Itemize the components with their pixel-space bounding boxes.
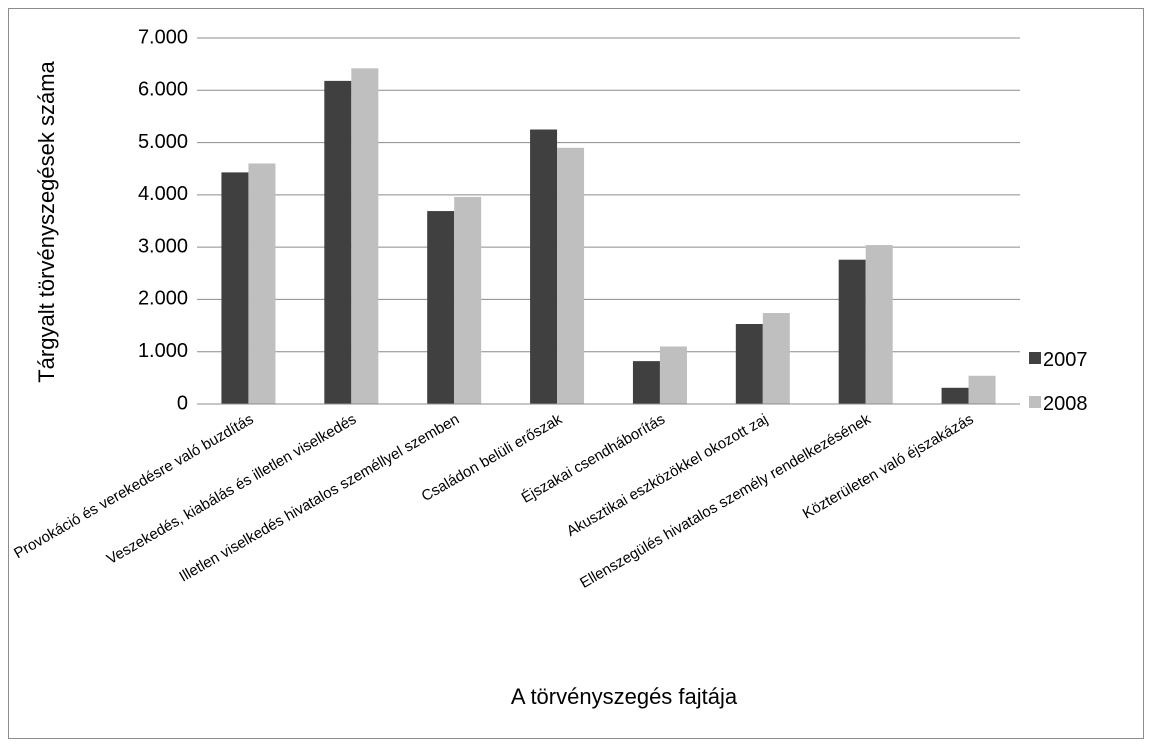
y-tick-label: 5.000	[138, 131, 188, 153]
bar-2008	[762, 313, 790, 404]
bar-2008	[968, 375, 996, 404]
bar-2007	[941, 387, 969, 404]
y-tick-label: 4.000	[138, 183, 188, 205]
bar-2008	[865, 245, 893, 404]
bar-2007	[427, 211, 455, 404]
y-axis-title: Tárgyalt törvényszegések száma	[34, 60, 59, 382]
legend-swatch-2007	[1029, 352, 1041, 364]
y-tick-label: 0	[177, 392, 188, 414]
y-tick-label: 7.000	[138, 26, 188, 48]
bar-2007	[221, 172, 249, 404]
y-tick-label: 1.000	[138, 340, 188, 362]
y-tick-labels: 0 1.000 2.000 3.000 4.000 5.000 6.000 7.000	[138, 26, 188, 414]
bar-2007	[324, 80, 352, 405]
bar-2008	[557, 147, 585, 405]
legend-swatch-2008	[1029, 396, 1041, 408]
bar-2008	[659, 346, 687, 404]
legend-label-2007: 2007	[1043, 349, 1088, 371]
bar-2007	[735, 324, 763, 404]
y-tick-label: 6.000	[138, 79, 188, 101]
bar-2008	[454, 196, 482, 404]
bar-2007	[632, 361, 660, 404]
bar-2008	[351, 68, 379, 404]
y-tick-label: 3.000	[138, 235, 188, 257]
bar-2007	[838, 259, 866, 404]
y-tick-label: 2.000	[138, 288, 188, 310]
bar-2007	[530, 129, 558, 404]
bar-2008	[248, 163, 276, 404]
legend-label-2008: 2008	[1043, 393, 1088, 415]
x-axis-title: A törvényszegés fajtája	[511, 684, 738, 709]
legend: 2007 2008	[1029, 349, 1088, 415]
bars	[221, 68, 996, 405]
